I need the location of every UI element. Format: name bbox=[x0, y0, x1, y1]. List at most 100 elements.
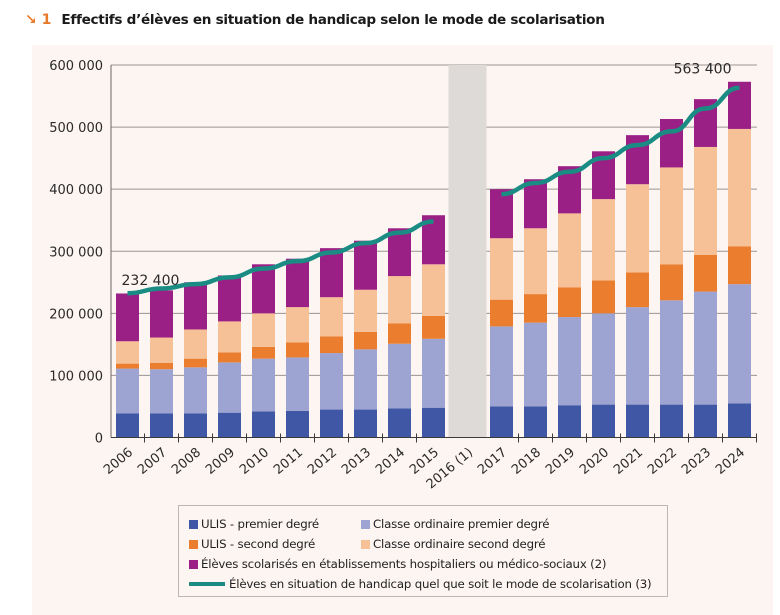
bar-segment-ulis-second bbox=[218, 352, 241, 363]
bar-segment-classe-second bbox=[354, 289, 377, 332]
bar-segment-classe-second bbox=[660, 167, 683, 265]
bar-segment-etablissements bbox=[524, 179, 547, 229]
bar-segment-etablissements bbox=[660, 119, 683, 168]
bar-segment-classe-premier bbox=[388, 343, 411, 409]
y-tick-label: 100 000 bbox=[49, 369, 103, 384]
bar-segment-classe-premier bbox=[354, 349, 377, 410]
bar-segment-classe-second bbox=[218, 321, 241, 353]
bar-segment-ulis-second bbox=[150, 363, 173, 370]
bar-segment-classe-premier bbox=[184, 367, 207, 414]
bar-segment-classe-premier bbox=[490, 326, 513, 407]
legend-swatch-ulis-second bbox=[189, 539, 198, 549]
x-tick-label: 2013 bbox=[339, 445, 374, 478]
legend-label: Classe ordinaire premier degré bbox=[373, 517, 550, 531]
legend-line-swatch bbox=[189, 582, 225, 586]
bar-segment-ulis-second bbox=[660, 264, 683, 301]
bar-segment-etablissements bbox=[558, 166, 581, 214]
legend-item-ulis-premier: ULIS - premier degré bbox=[189, 517, 361, 531]
bar-segment-ulis-premier bbox=[150, 413, 173, 438]
x-tick-label: 2018 bbox=[509, 445, 544, 478]
bar-segment-classe-premier bbox=[252, 358, 275, 412]
bar-segment-classe-second bbox=[286, 307, 309, 343]
bar-segment-etablissements bbox=[184, 282, 207, 330]
bar-segment-classe-second bbox=[320, 297, 343, 337]
gap-band-2016 bbox=[448, 65, 487, 438]
chart-title: Effectifs d’élèves en situation de handi… bbox=[61, 12, 605, 28]
bar-segment-etablissements bbox=[490, 189, 513, 239]
bar-segment-etablissements bbox=[354, 240, 377, 290]
bar-segment-ulis-second bbox=[728, 246, 751, 285]
bar-segment-classe-second bbox=[116, 341, 139, 364]
bar-segment-ulis-second bbox=[626, 272, 649, 308]
bar-segment-ulis-second bbox=[388, 323, 411, 344]
figure-number: ↘ 1 bbox=[25, 12, 52, 28]
bar-segment-ulis-premier bbox=[388, 408, 411, 438]
bar-segment-classe-premier bbox=[524, 322, 547, 407]
bar-segment-classe-second bbox=[252, 313, 275, 347]
bar-segment-classe-premier bbox=[728, 284, 751, 404]
bar-segment-ulis-premier bbox=[320, 409, 343, 438]
legend-swatch-classe-second bbox=[361, 539, 370, 549]
x-tick-label: 2012 bbox=[305, 445, 340, 478]
legend-label: Élèves scolarisés en établissements hosp… bbox=[201, 557, 607, 571]
bar-segment-classe-premier bbox=[320, 353, 343, 410]
bar-segment-etablissements bbox=[388, 228, 411, 277]
bar-segment-ulis-premier bbox=[286, 410, 309, 438]
bar-segment-ulis-second bbox=[490, 299, 513, 327]
bar-segment-ulis-premier bbox=[592, 404, 615, 438]
legend: ULIS - premier degré Classe ordinaire pr… bbox=[178, 505, 668, 597]
bar-segment-classe-premier bbox=[626, 307, 649, 405]
x-tick-label: 2014 bbox=[373, 445, 408, 478]
legend-label: Élèves en situation de handicap quel que… bbox=[229, 577, 652, 591]
x-tick-label: 2020 bbox=[577, 445, 612, 478]
bar-segment-ulis-premier bbox=[694, 404, 717, 438]
data-label-2024: 563 400 bbox=[674, 62, 732, 78]
legend-label: Classe ordinaire second degré bbox=[373, 537, 546, 551]
bar-segment-classe-second bbox=[524, 228, 547, 295]
bar-segment-classe-second bbox=[626, 184, 649, 273]
bar-segment-ulis-second bbox=[524, 294, 547, 323]
total-line-layer bbox=[127, 85, 740, 296]
bar-segment-classe-second bbox=[490, 238, 513, 300]
legend-item-ulis-second: ULIS - second degré bbox=[189, 537, 361, 551]
legend-row-1: ULIS - premier degré Classe ordinaire pr… bbox=[189, 514, 657, 534]
bar-segment-etablissements bbox=[252, 264, 275, 314]
bar-segment-etablissements bbox=[728, 81, 751, 129]
x-tick-label: 2008 bbox=[169, 445, 204, 478]
legend-row-2: ULIS - second degré Classe ordinaire sec… bbox=[189, 534, 657, 554]
legend-item-classe-second: Classe ordinaire second degré bbox=[361, 537, 546, 551]
legend-item-etablissements: Élèves scolarisés en établissements hosp… bbox=[189, 557, 606, 571]
bar-segment-ulis-second bbox=[354, 331, 377, 350]
legend-item-classe-premier: Classe ordinaire premier degré bbox=[361, 517, 550, 531]
bar-segment-ulis-premier bbox=[252, 411, 275, 438]
bar-segment-classe-second bbox=[558, 213, 581, 288]
legend-swatch-classe-premier bbox=[361, 519, 370, 529]
bar-segment-ulis-second bbox=[252, 346, 275, 359]
bar-segment-etablissements bbox=[218, 275, 241, 322]
x-tick-label: 2011 bbox=[271, 445, 306, 478]
bar-segment-ulis-premier bbox=[660, 404, 683, 438]
bar-segment-classe-premier bbox=[558, 317, 581, 406]
x-tick-label: 2023 bbox=[679, 445, 714, 478]
bar-segment-etablissements bbox=[592, 151, 615, 200]
bar-segment-ulis-second bbox=[558, 287, 581, 318]
bar-segment-classe-premier bbox=[422, 338, 445, 408]
bar-segment-etablissements bbox=[320, 248, 343, 298]
legend-item-total-line: Élèves en situation de handicap quel que… bbox=[189, 577, 652, 591]
bar-segment-ulis-second bbox=[694, 254, 717, 292]
bar-segment-ulis-second bbox=[116, 363, 139, 369]
bar-segment-classe-premier bbox=[116, 368, 139, 414]
bar-segment-classe-premier bbox=[286, 357, 309, 411]
y-tick-label: 300 000 bbox=[49, 245, 103, 260]
bar-segment-ulis-premier bbox=[116, 413, 139, 438]
bar-segment-etablissements bbox=[116, 293, 139, 342]
bar-segment-ulis-premier bbox=[218, 412, 241, 438]
data-label-2006: 232 400 bbox=[122, 273, 180, 289]
legend-swatch-etablissements bbox=[189, 559, 198, 569]
x-tick-label: 2024 bbox=[713, 445, 748, 478]
y-tick-label: 400 000 bbox=[49, 183, 103, 198]
bar-segment-ulis-premier bbox=[422, 407, 445, 438]
x-tick-label: 2017 bbox=[475, 445, 510, 478]
bar-segment-classe-premier bbox=[218, 362, 241, 413]
